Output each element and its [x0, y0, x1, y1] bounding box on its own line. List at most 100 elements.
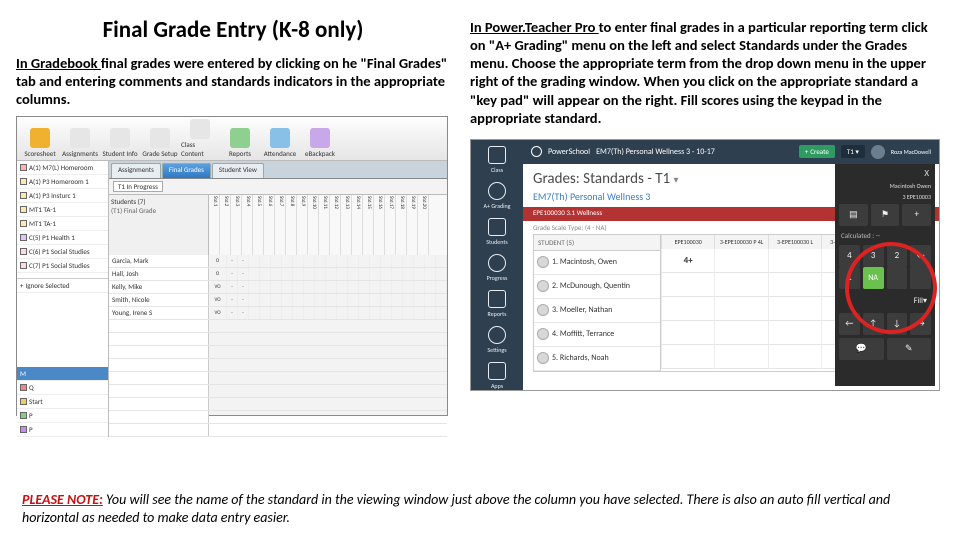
keypad-key[interactable]: 3 — [863, 245, 884, 267]
pt-data-cell[interactable] — [714, 345, 767, 369]
standard-header-col[interactable]: Std.8 — [286, 195, 297, 255]
gradebook-class-item[interactable]: C(7) P1 Social Studies — [17, 259, 108, 273]
gradebook-class-item[interactable]: A(1) M7(L) Homeroom — [17, 161, 108, 175]
standard-header-col[interactable]: Std.11 — [319, 195, 330, 255]
gradebook-tab[interactable]: Assignments — [111, 163, 161, 178]
right-column: In Power.Teacher Pro to enter final grad… — [460, 0, 960, 465]
keypad-key[interactable]: 1 — [839, 267, 860, 289]
keypad-close-icon[interactable]: X — [922, 168, 931, 179]
edit-icon[interactable]: ✎ — [887, 338, 932, 360]
keypad-fill-button[interactable]: Fill ▾ — [839, 292, 931, 310]
pt-data-cell[interactable] — [768, 321, 821, 345]
standard-header-col[interactable]: Std.1 — [209, 195, 220, 255]
standard-header-col[interactable]: Std.2 — [220, 195, 231, 255]
pt-student-row[interactable]: 1. Macintosh, Owen — [534, 251, 660, 275]
pt-data-cell[interactable] — [661, 273, 714, 297]
keypad-key[interactable]: 2 — [887, 245, 908, 267]
gradebook-class-item[interactable]: C(5) P1 Health 1 — [17, 231, 108, 245]
pt-data-cell[interactable] — [768, 273, 821, 297]
pt-data-cell[interactable] — [768, 249, 821, 273]
standard-header-col[interactable]: Std.13 — [341, 195, 352, 255]
arrow-down-icon[interactable]: ↓ — [887, 313, 908, 335]
standard-header-col[interactable]: Std.14 — [352, 195, 363, 255]
pt-data-cell[interactable]: 4+ — [661, 249, 714, 273]
pt-student-row[interactable]: 5. Richards, Noah — [534, 347, 660, 371]
gradebook-class-item[interactable]: A(1) P3 Homeroom 1 — [17, 175, 108, 189]
gradebook-class-item[interactable]: MT1 TA-1 — [17, 217, 108, 231]
slide-title: Final Grade Entry (K-8 only) — [16, 16, 450, 44]
pt-data-cell[interactable] — [768, 297, 821, 321]
term-select[interactable]: T1 ▾ — [841, 145, 865, 158]
standard-header-col[interactable]: Std.3 — [231, 195, 242, 255]
avatar-icon[interactable] — [871, 145, 885, 159]
arrow-up-icon[interactable]: ↑ — [863, 313, 884, 335]
standard-header-col[interactable]: Std.5 — [253, 195, 264, 255]
gradebook-toolbar-button[interactable]: Assignments — [61, 128, 99, 158]
pt-data-header[interactable]: EPE100030 — [661, 235, 714, 249]
standard-header-col[interactable]: Std.15 — [363, 195, 374, 255]
pt-student-row[interactable]: 2. McDunough, Quentin — [534, 275, 660, 299]
standard-header-col[interactable]: Std.12 — [330, 195, 341, 255]
pt-nav-item[interactable]: A+ Grading — [477, 182, 517, 210]
pt-nav-item[interactable]: Class — [477, 146, 517, 174]
arrow-right-icon[interactable]: → — [910, 313, 931, 335]
pt-data-cell[interactable] — [714, 321, 767, 345]
gradebook-toolbar-button[interactable]: Reports — [221, 128, 259, 158]
standard-header-col[interactable]: Std.4 — [242, 195, 253, 255]
note-lead: PLEASE NOTE: — [22, 491, 103, 508]
gradebook-toolbar-button[interactable]: Class Content — [181, 119, 219, 158]
gradebook-toolbar-button[interactable]: Grade Setup — [141, 128, 179, 158]
pt-nav-item[interactable]: Settings — [477, 326, 517, 354]
gradebook-main: A(1) M7(L) HomeroomA(1) P3 Homeroom 1A(1… — [17, 161, 447, 437]
pt-student-row[interactable]: 4. Moffitt, Terrance — [534, 323, 660, 347]
keypad-key[interactable]: NA — [863, 267, 884, 289]
standard-header-col[interactable]: Std.18 — [396, 195, 407, 255]
term-badge[interactable]: T1 In Progress — [113, 181, 163, 192]
standard-header-col[interactable]: Std.20 — [418, 195, 429, 255]
pt-data-cell[interactable] — [661, 321, 714, 345]
calculator-icon[interactable]: ▤ — [839, 204, 868, 226]
pt-class-header[interactable]: EM7(Th) Personal Wellness 3 - 10-17 — [596, 147, 793, 157]
gradebook-tab[interactable]: Student View — [212, 163, 264, 178]
pt-student-row[interactable]: 3. Moeller, Nathan — [534, 299, 660, 323]
keypad-key[interactable]: ← — [910, 245, 931, 267]
pt-brand: PowerSchool — [548, 147, 590, 157]
keypad-key[interactable]: 4 — [839, 245, 860, 267]
gradebook-tab[interactable]: Final Grades — [162, 163, 211, 178]
plus-icon[interactable]: + — [902, 204, 931, 226]
standard-header-col[interactable]: Std.7 — [275, 195, 286, 255]
gradebook-toolbar-button[interactable]: Student Info — [101, 128, 139, 158]
gradebook-toolbar-button[interactable]: Scoresheet — [21, 128, 59, 158]
standard-header-col[interactable]: Std.16 — [374, 195, 385, 255]
pt-nav-item[interactable]: Reports — [477, 290, 517, 318]
gradebook-toolbar-button[interactable]: eBackpack — [301, 128, 339, 158]
gradebook-filter[interactable]: +Ignore Selected — [17, 279, 108, 293]
pt-data-cell[interactable] — [768, 345, 821, 369]
gradebook-toolbar-button[interactable]: Attendance — [261, 128, 299, 158]
pt-nav-item[interactable]: Apps — [477, 362, 517, 390]
pt-data-header[interactable]: 3-EPE100030 P 4L — [714, 235, 767, 249]
gradebook-class-item[interactable]: C(6) P1 Social Studies — [17, 245, 108, 259]
pt-nav-item[interactable]: Progress — [477, 254, 517, 282]
pt-data-cell[interactable] — [714, 249, 767, 273]
pt-data-cell[interactable] — [661, 345, 714, 369]
pt-data-cell[interactable] — [714, 273, 767, 297]
pt-data-header[interactable]: 3-EPE100030 L — [768, 235, 821, 249]
flag-icon[interactable]: ⚑ — [871, 204, 900, 226]
standard-header-col[interactable]: Std.17 — [385, 195, 396, 255]
arrow-left-icon[interactable]: ← — [839, 313, 860, 335]
comment-icon[interactable]: 💬 — [839, 338, 884, 360]
keypad-row: 1NA — [839, 267, 931, 289]
standard-header-col[interactable]: Std.6 — [264, 195, 275, 255]
gradebook-class-item[interactable]: A(1) P3 Insturc 1 — [17, 189, 108, 203]
pt-nav-item[interactable]: Students — [477, 218, 517, 246]
student-avatar-icon — [537, 304, 549, 316]
standard-header-col[interactable]: Std.9 — [297, 195, 308, 255]
standard-header-col[interactable]: Std.10 — [308, 195, 319, 255]
create-button[interactable]: +Create — [799, 145, 835, 158]
gradebook-class-item[interactable]: MT1 TA-1 — [17, 203, 108, 217]
pt-data-cell[interactable] — [661, 297, 714, 321]
student-avatar-icon — [537, 256, 549, 268]
standard-header-col[interactable]: Std.19 — [407, 195, 418, 255]
pt-data-cell[interactable] — [714, 297, 767, 321]
